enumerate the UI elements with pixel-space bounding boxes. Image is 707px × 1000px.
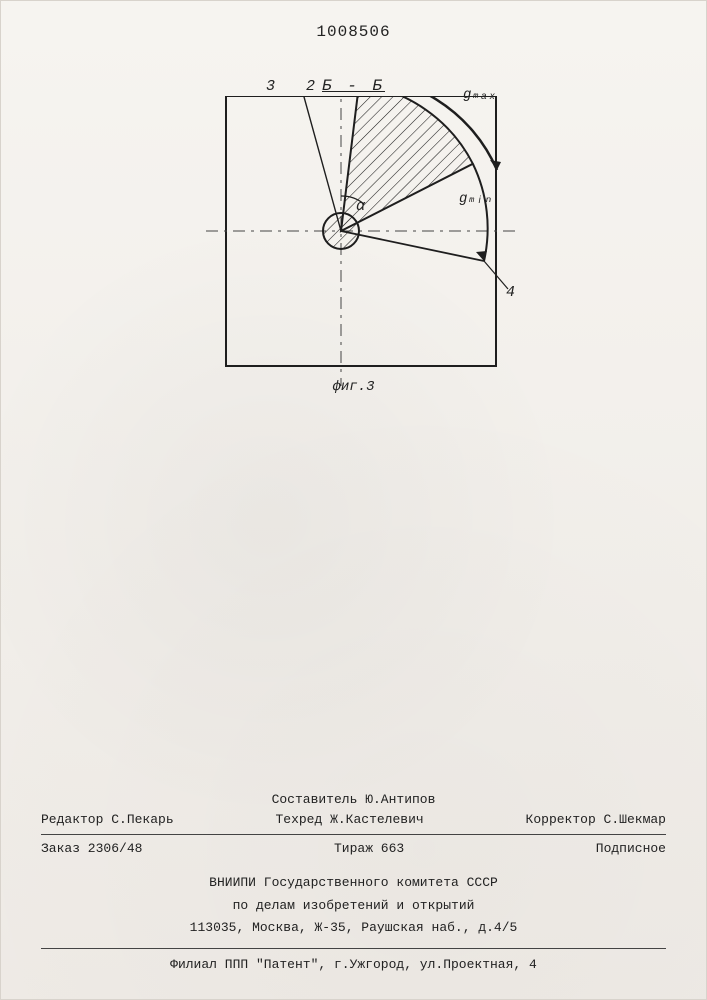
inner-arc-gmin (473, 164, 488, 261)
callout-gmax: gₘₐₓ (463, 86, 497, 103)
tirazh: Тираж 663 (334, 839, 404, 859)
divider-1 (41, 834, 666, 835)
footer: Составитель Ю.Антипов Редактор С.Пекарь … (41, 788, 666, 975)
section-label: Б - Б (1, 77, 706, 95)
page: 1008506 Б - Б (0, 0, 707, 1000)
credits-row: Редактор С.Пекарь Техред Ж.Кастелевич Ко… (41, 810, 666, 830)
callout-4: 4 (506, 284, 515, 301)
order-number: Заказ 2306/48 (41, 839, 142, 859)
branch-line: Филиал ППП "Патент", г.Ужгород, ул.Проек… (41, 955, 666, 975)
techred: Техред Ж.Кастелевич (275, 810, 423, 830)
callout-alpha: α (356, 198, 365, 215)
figure-caption: фиг.3 (1, 379, 706, 395)
editor: Редактор С.Пекарь (41, 810, 174, 830)
subscription: Подписное (596, 839, 666, 859)
divider-2 (41, 948, 666, 949)
org-line-2: по делам изобретений и открытий (41, 896, 666, 916)
patent-number: 1008506 (1, 23, 706, 41)
center-shaft (323, 213, 359, 249)
ray-gmin-end (341, 231, 484, 261)
corrector: Корректор С.Шекмар (526, 810, 666, 830)
org-line-1: ВНИИПИ Государственного комитета СССР (41, 873, 666, 893)
callout-3: 3 (266, 78, 275, 95)
address-line: 113035, Москва, Ж-35, Раушская наб., д.4… (41, 918, 666, 938)
order-row: Заказ 2306/48 Тираж 663 Подписное (41, 839, 666, 859)
callout-gmin: gₘᵢₙ (459, 190, 493, 207)
figure-svg (201, 96, 521, 416)
callout-2: 2 (306, 78, 315, 95)
ray-left (301, 96, 341, 231)
figure-container: 3 2 α gₘₐₓ gₘᵢₙ 4 (201, 96, 521, 416)
compiler-line: Составитель Ю.Антипов (41, 790, 666, 810)
